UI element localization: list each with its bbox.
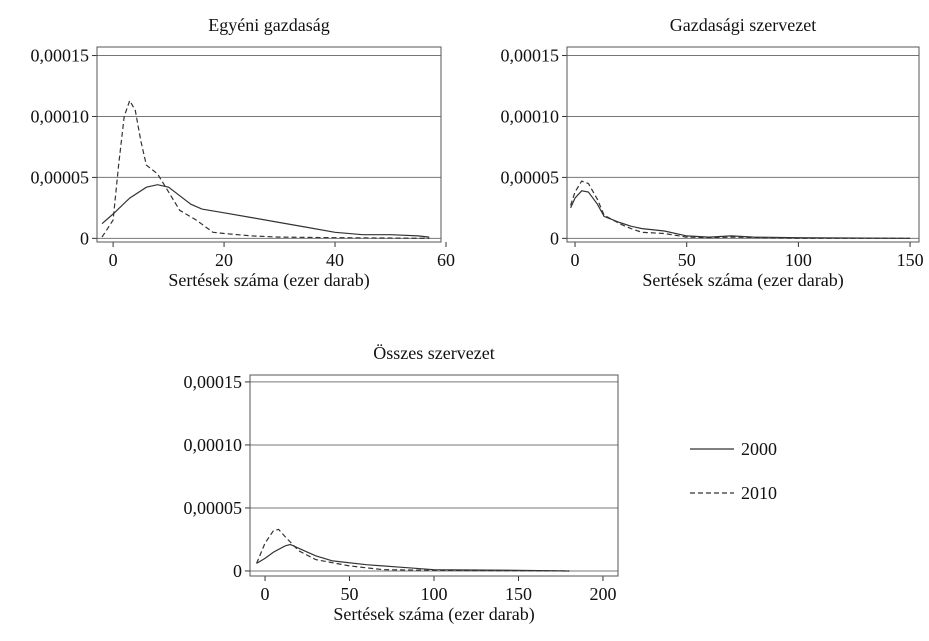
x-tick-label: 0 — [571, 250, 580, 270]
legend-label: 2000 — [741, 439, 777, 459]
y-tick-label: 0 — [550, 228, 559, 248]
density-line — [101, 99, 430, 239]
x-tick-label: 100 — [421, 584, 448, 604]
x-tick-label: 0 — [109, 250, 118, 270]
legend-label: 2010 — [741, 483, 777, 503]
y-tick-label: 0 — [233, 561, 242, 581]
y-tick-label: 0,00015 — [501, 46, 560, 66]
plot-frame — [566, 46, 920, 243]
x-tick-label: 0 — [261, 584, 270, 604]
y-tick-label: 0,00010 — [184, 435, 243, 455]
density-line — [570, 180, 911, 239]
x-tick-label: 20 — [215, 250, 233, 270]
y-tick-label: 0,00005 — [184, 498, 243, 518]
x-tick-label: 200 — [589, 584, 616, 604]
x-tick-label: 60 — [437, 250, 455, 270]
chart-title: Gazdasági szervezet — [670, 15, 816, 35]
x-tick-label: 40 — [326, 250, 344, 270]
density-line — [570, 190, 911, 239]
density-line — [101, 184, 430, 238]
y-tick-label: 0,00005 — [31, 167, 90, 187]
x-tick-label: 100 — [785, 250, 812, 270]
y-tick-label: 0 — [80, 228, 89, 248]
x-axis-label: Sertések száma (ezer darab) — [168, 270, 369, 291]
chart-title: Összes szervezet — [373, 343, 494, 363]
density-line — [256, 543, 570, 572]
x-axis-label: Sertések száma (ezer darab) — [642, 270, 843, 291]
y-tick-label: 0,00005 — [501, 167, 560, 187]
x-tick-label: 150 — [505, 584, 532, 604]
x-axis-label: Sertések száma (ezer darab) — [333, 604, 534, 625]
x-tick-label: 50 — [678, 250, 696, 270]
x-tick-label: 150 — [897, 250, 924, 270]
chart-title: Egyéni gazdaság — [208, 15, 329, 35]
y-tick-label: 0,00015 — [31, 46, 90, 66]
plot-frame — [249, 374, 619, 577]
density-line — [256, 528, 570, 572]
y-tick-label: 0,00015 — [184, 372, 243, 392]
y-tick-label: 0,00010 — [31, 106, 90, 126]
plot-frame — [96, 46, 442, 243]
y-tick-label: 0,00010 — [501, 106, 560, 126]
x-tick-label: 50 — [341, 584, 359, 604]
